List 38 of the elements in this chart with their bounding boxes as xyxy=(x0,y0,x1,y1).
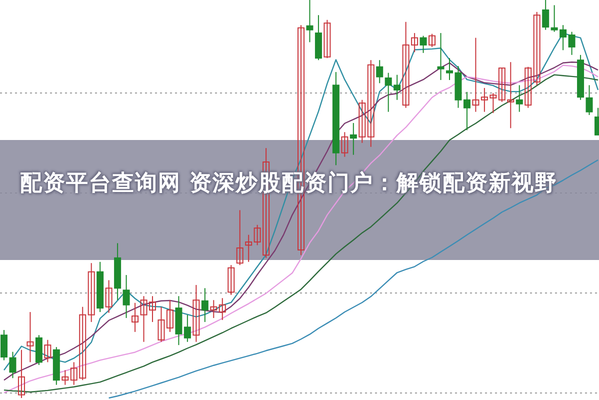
candlestick xyxy=(218,298,226,320)
candlestick xyxy=(88,262,95,322)
candlestick xyxy=(463,91,470,131)
candlestick xyxy=(18,349,25,398)
candlestick xyxy=(341,132,348,158)
candlestick xyxy=(568,31,576,56)
candlestick xyxy=(0,329,8,361)
candlestick xyxy=(420,35,427,54)
candlestick xyxy=(542,0,550,30)
candlestick xyxy=(586,84,593,116)
candlestick xyxy=(376,60,384,84)
candlestick xyxy=(105,280,112,314)
candlestick xyxy=(306,0,314,43)
candlestick xyxy=(132,302,139,332)
candlestick xyxy=(210,300,218,318)
candlestick xyxy=(44,339,52,363)
candlestick xyxy=(201,288,208,322)
candlestick xyxy=(62,370,69,386)
candlestick xyxy=(166,300,174,332)
candlestick xyxy=(184,314,191,342)
candlestick xyxy=(472,37,480,112)
candlestick xyxy=(437,32,444,80)
candlestick xyxy=(26,312,34,363)
candlestick xyxy=(245,234,252,262)
candlestick xyxy=(350,122,357,156)
candlestick xyxy=(228,264,235,296)
candlestick xyxy=(122,274,130,318)
candlestick xyxy=(358,99,366,144)
candlestick xyxy=(236,210,244,266)
candlestick xyxy=(9,351,16,379)
candlestick xyxy=(192,284,200,342)
candlestick xyxy=(367,60,374,148)
candlestick xyxy=(533,11,540,86)
candlestick xyxy=(428,33,436,48)
candlestick xyxy=(324,19,331,59)
candlestick xyxy=(524,66,532,108)
candlestick xyxy=(516,84,523,112)
candlestick xyxy=(158,306,165,342)
